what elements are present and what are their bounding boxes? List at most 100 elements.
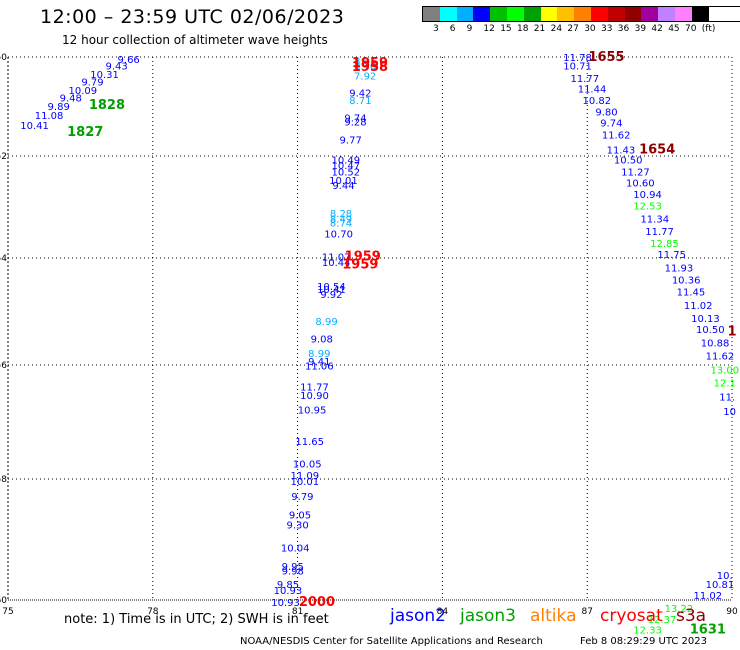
wave-height-value: 9.74 [600, 118, 622, 129]
color-scale-legend: 3 6 9 12 15 18 21 24 27 30 33 36 39 42 45 70 (ft) [422, 6, 740, 36]
wave-height-value: 10.50 [614, 156, 643, 167]
track-time-label: 1654 [639, 143, 675, 158]
wave-height-value: 9.79 [81, 78, 103, 89]
wave-height-value: 11.78 [563, 53, 592, 64]
wave-height-value: 9.43 [105, 61, 127, 72]
wave-height-value: 9.79 [291, 492, 313, 503]
wave-height-value: 8.74 [330, 218, 352, 229]
footnote: note: 1) Time is in UTC; 2) SWH is in fe… [64, 612, 329, 627]
wave-height-value: 10.52 [332, 167, 361, 178]
color-scale-label: 45 [668, 24, 680, 34]
color-scale-swatch [473, 7, 491, 21]
wave-height-value: 10.90 [300, 391, 329, 402]
wave-height-value: 10.50 [696, 325, 725, 336]
wave-height-value: 10.93 [271, 598, 300, 609]
wave-height-value: 9.05 [289, 510, 311, 521]
track-time-label: 1959 [342, 258, 378, 273]
wave-height-value: 11.62 [602, 131, 631, 142]
legend-altika: altika [530, 606, 577, 626]
color-scale-label: 42 [651, 24, 663, 34]
color-scale-swatch [574, 7, 591, 21]
wave-height-value: 10.95 [298, 405, 327, 416]
track-time-label: 1655 [588, 50, 624, 65]
color-scale-label: 18 [517, 24, 529, 34]
wave-height-value: 11.34 [640, 214, 669, 225]
color-scale-label: 36 [617, 24, 630, 34]
color-scale-label: 33 [601, 24, 613, 34]
color-scale-swatch [540, 7, 558, 21]
color-scale-label: 21 [533, 24, 546, 34]
wave-height-value: 9.92 [320, 290, 342, 301]
wave-height-value: 9.95 [282, 562, 304, 573]
wave-height-value: 8.99 [308, 349, 330, 360]
wave-height-value: 10.60 [626, 179, 655, 190]
wave-height-value: 11.02 [684, 301, 713, 312]
longitude-label: 81 [292, 607, 303, 617]
color-scale-label: 3 [433, 24, 439, 34]
wave-height-value: 10.71 [563, 61, 592, 72]
color-scale-swatch [439, 7, 457, 21]
wave-height-value: 10.88 [701, 338, 730, 349]
track-time-label: 1828 [89, 98, 125, 113]
wave-height-value: 8.28 [330, 209, 352, 220]
credit-line: NOAA/NESDIS Center for Satellite Applica… [240, 636, 543, 647]
wave-height-value: 9.28 [344, 117, 366, 128]
wave-height-value: 10.44 [322, 258, 351, 269]
wave-height-value: 9.30 [286, 521, 308, 532]
wave-height-value: 9.85 [277, 580, 299, 591]
longitude-label: 90 [726, 607, 738, 617]
latitude-label: -52 [0, 152, 7, 162]
color-scale-swatch [490, 7, 507, 21]
latitude-label: -60 [0, 596, 7, 606]
wave-height-value: 7.92 [354, 71, 376, 82]
wave-height-value: 8.71 [349, 96, 371, 107]
issue-timestamp: Feb 8 08:29:29 UTC 2023 [580, 636, 707, 647]
wave-height-value: 13.22 [665, 604, 694, 615]
wave-height-value: 11.09 [291, 471, 320, 482]
latitude-label: -58 [0, 475, 7, 485]
color-scale-label: (ft) [701, 24, 716, 34]
color-scale-swatch [423, 7, 440, 21]
wave-height-value: 11.06 [305, 362, 334, 373]
color-scale-swatch [607, 7, 625, 21]
track-time-label: 1958 [352, 60, 388, 75]
wave-height-value: 12.1 [714, 379, 736, 390]
color-scale-label: 24 [550, 24, 563, 34]
legend-jason2: jason2 [390, 606, 446, 626]
wave-height-value: 12.53 [633, 202, 662, 213]
color-scale-label: 70 [685, 24, 697, 34]
wave-height-value: 11.08 [35, 111, 64, 122]
wave-height-value: 10.04 [281, 544, 310, 555]
color-scale-swatch [658, 7, 675, 21]
wave-height-value: 10.31 [90, 70, 119, 81]
wave-height-value: 9.89 [48, 102, 70, 113]
wave-height-value: 10.82 [583, 96, 612, 107]
wave-height-value: 9.66 [118, 55, 140, 66]
track-time-label: 1827 [67, 125, 103, 140]
wave-height-value: 11.02 [694, 591, 723, 602]
color-scale-swatch [590, 7, 608, 21]
color-scale-swatch [506, 7, 524, 21]
wave-height-value: 10.13 [691, 314, 720, 325]
longitude-label: 84 [437, 607, 449, 617]
wave-height-value: 13.00 [710, 366, 739, 377]
legend-s3a: s3a [676, 606, 707, 626]
longitude-label: 78 [147, 607, 159, 617]
wave-height-value: 11.77 [570, 74, 599, 85]
color-scale-label: 12 [483, 24, 495, 34]
color-scale-swatch [456, 7, 474, 21]
color-scale-label: 30 [584, 24, 596, 34]
color-scale-labels: 3 6 9 12 15 18 21 24 27 30 33 36 39 42 45 70 (ft) [422, 24, 740, 36]
wave-height-value: 8.70 [354, 61, 376, 72]
color-scale-swatch [691, 7, 709, 21]
track-time-label: 1 [727, 325, 736, 340]
color-scale-label: 27 [567, 24, 579, 34]
wave-height-value: 9.98 [282, 567, 304, 578]
wave-height-value: 9.42 [349, 89, 371, 100]
wave-height-value: 11.45 [677, 287, 706, 298]
wave-height-value: 10.54 [317, 282, 346, 293]
color-scale-swatch [557, 7, 575, 21]
map-frame [7, 56, 733, 601]
wave-height-value: 9.74 [344, 113, 366, 124]
wave-height-value: 10.70 [324, 230, 353, 241]
